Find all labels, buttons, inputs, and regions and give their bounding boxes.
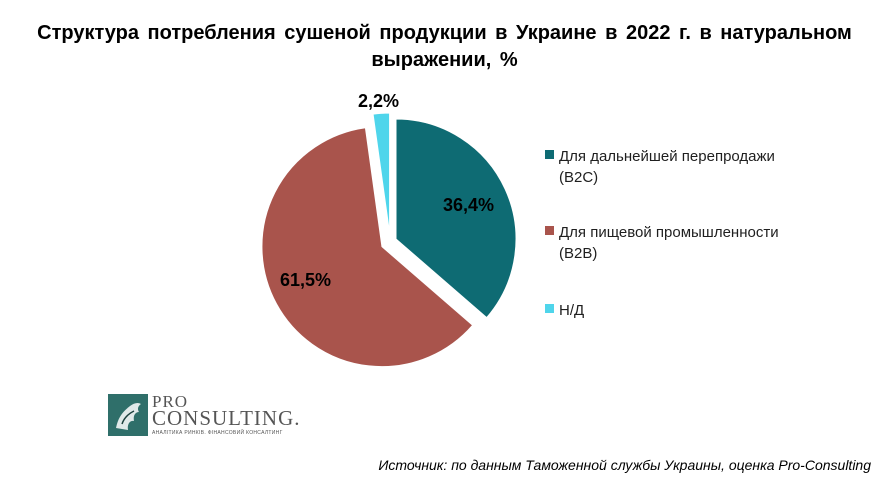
legend-swatch-b2b	[545, 226, 554, 235]
legend-label-b2c: Для дальнейшей перепродажи (B2C)	[559, 148, 775, 186]
legend-label-b2b: Для пищевой промышленности (B2B)	[559, 224, 779, 262]
slice-label-b2b: 61,5%	[280, 270, 332, 290]
slice-label-nd: 2,2%	[358, 91, 400, 111]
pro-consulting-logo: PRO CONSULTING. АНАЛІТИКА РИНКІВ. ФІНАНС…	[108, 392, 301, 440]
legend-swatch-b2c	[545, 150, 554, 159]
pie-slice-nd	[372, 112, 391, 234]
logo-text-pro: PRO	[152, 392, 189, 411]
pie-slice-b2c	[395, 118, 517, 319]
pie-slice-b2b	[261, 127, 474, 368]
legend-label-nd: Н/Д	[559, 302, 585, 319]
chart-title: Структура потребления сушеной продукции …	[37, 22, 852, 71]
logo-text-consulting: CONSULTING.	[152, 406, 301, 430]
horse-logo-icon	[108, 394, 148, 436]
slice-label-b2c: 36,4%	[443, 195, 495, 215]
logo-tagline: АНАЛІТИКА РИНКІВ. ФІНАНСОВИЙ КОНСАЛТИНГ	[152, 430, 283, 436]
source-note: Источник: по данным Таможенной службы Ук…	[378, 457, 871, 473]
legend-swatch-nd	[545, 304, 554, 313]
